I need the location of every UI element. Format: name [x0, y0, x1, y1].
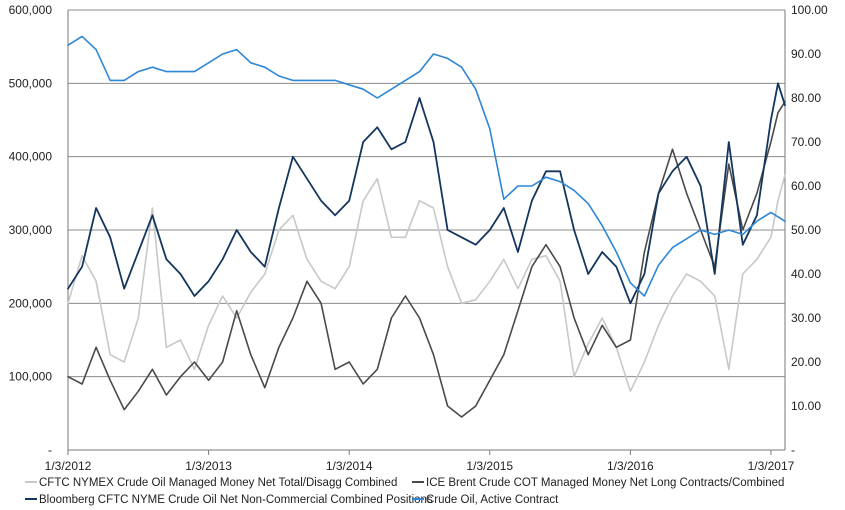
y-right-tick-label: 30.00 — [791, 311, 821, 325]
legend-item: Crude Oil, Active Contract — [412, 494, 559, 506]
x-tick-label: 1/3/2014 — [326, 459, 373, 473]
legend-label: Crude Oil, Active Contract — [426, 494, 559, 506]
y-right-tick-label: 70.00 — [791, 135, 821, 149]
legend-item: CFTC NYMEX Crude Oil Managed Money Net T… — [25, 477, 397, 489]
y-right-tick-label: 10.00 — [791, 399, 821, 413]
y-left-tick-label: 500,000 — [9, 76, 53, 90]
x-tick-label: 1/3/2015 — [466, 459, 513, 473]
series-line-cftc-nymex-crude-oil-managed-money-net-total-disagg-combined — [67, 174, 786, 393]
y-right-tick-label: 60.00 — [791, 179, 821, 193]
x-tick-label: 1/3/2017 — [748, 459, 795, 473]
y-left-tick-label: 200,000 — [9, 296, 53, 310]
y-right-tick-label: 40.00 — [791, 267, 821, 281]
y-left-tick-label: - — [48, 443, 52, 457]
legend-item: Bloomberg CFTC NYME Crude Oil Net Non-Co… — [25, 494, 433, 506]
x-tick-label: 1/3/2013 — [185, 459, 232, 473]
legend-item: ICE Brent Crude COT Managed Money Net Lo… — [412, 477, 784, 489]
legend-label: CFTC NYMEX Crude Oil Managed Money Net T… — [39, 477, 397, 489]
y-right-tick-label: 50.00 — [791, 223, 821, 237]
y-axis-right: - 10.00 20.00 30.00 40.00 50.00 60.00 70.00 80.0… — [791, 3, 828, 457]
y-right-tick-label: 90.00 — [791, 47, 821, 61]
y-left-tick-label: 400,000 — [9, 150, 53, 164]
x-tick-label: 1/3/2016 — [607, 459, 654, 473]
series-lines — [67, 35, 786, 418]
legend-label: Bloomberg CFTC NYME Crude Oil Net Non-Co… — [39, 494, 433, 506]
x-tick-label: 1/3/2012 — [45, 459, 92, 473]
y-right-tick-label: 20.00 — [791, 355, 821, 369]
series-line-ice-brent-crude-cot-managed-money-net-long-contracts-combined — [67, 100, 786, 418]
y-left-tick-label: 600,000 — [9, 3, 53, 17]
y-right-tick-label: - — [791, 443, 795, 457]
series-line-crude-oil-active-contract — [67, 35, 786, 297]
y-axis-left: - 100,000 200,000 300,000 400,000 500,000 600,… — [9, 3, 53, 457]
y-right-tick-label: 80.00 — [791, 91, 821, 105]
series-line-bloomberg-cftc-nyme-crude-oil-net-non-commercial-combined-positions — [67, 82, 786, 305]
y-left-tick-label: 300,000 — [9, 223, 53, 237]
legend-label: ICE Brent Crude COT Managed Money Net Lo… — [426, 477, 784, 489]
legend: CFTC NYMEX Crude Oil Managed Money Net T… — [25, 477, 784, 506]
y-right-tick-label: 100.00 — [791, 3, 828, 17]
gridlines — [68, 9, 785, 378]
y-left-tick-label: 100,000 — [9, 370, 53, 384]
x-axis: 1/3/2012 1/3/2013 1/3/2014 1/3/2015 1/3/2016… — [45, 450, 795, 473]
